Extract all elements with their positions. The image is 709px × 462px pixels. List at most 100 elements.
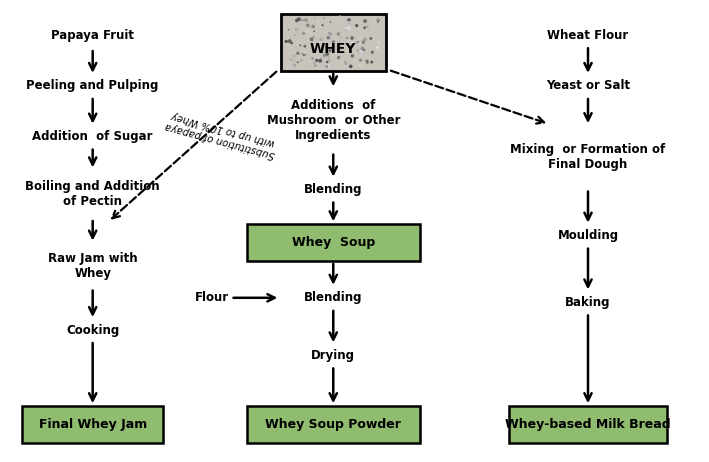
Point [347,43,358,50]
Point [318,14,330,22]
Point [324,42,335,49]
Point [359,18,371,25]
Text: Mixing  or Formation of
Final Dough: Mixing or Formation of Final Dough [510,143,666,171]
Point [301,16,312,24]
Point [323,34,334,42]
Text: Raw Jam with
Whey: Raw Jam with Whey [48,251,138,280]
Point [347,34,358,42]
Point [299,49,311,56]
Point [345,48,357,55]
Point [343,16,354,24]
Point [335,34,347,41]
Point [282,63,294,71]
FancyBboxPatch shape [281,13,386,71]
Point [323,62,334,70]
Point [306,30,317,37]
Point [328,38,339,46]
FancyBboxPatch shape [22,406,163,443]
Point [373,39,384,46]
Point [344,18,355,26]
Point [351,22,362,29]
Point [286,56,297,63]
Point [322,58,333,66]
Point [308,23,319,30]
Point [294,18,305,26]
Point [357,45,368,52]
Point [322,50,333,58]
FancyBboxPatch shape [247,225,420,261]
Point [362,23,373,30]
Point [325,18,336,26]
Point [352,39,364,47]
Point [324,30,335,37]
Point [322,34,333,41]
FancyBboxPatch shape [509,406,667,443]
Point [289,57,300,65]
Point [348,17,359,24]
Point [345,63,357,70]
Point [323,57,335,64]
Point [294,16,305,23]
Point [334,37,345,45]
Point [333,54,345,61]
Point [354,40,366,47]
Point [359,24,370,31]
Point [333,45,345,52]
Point [349,57,360,65]
Point [365,35,376,42]
Point [311,57,323,64]
Point [306,36,317,43]
Point [291,17,303,24]
Point [366,58,377,66]
Point [289,62,300,69]
Point [301,27,313,34]
Text: Baking: Baking [565,296,610,309]
Point [309,59,320,67]
Point [289,52,300,60]
Point [296,56,307,64]
Point [298,50,310,58]
Point [353,48,364,55]
Point [301,63,313,70]
Point [372,18,384,26]
Point [355,56,367,64]
Point [314,57,325,65]
Point [313,39,325,46]
Point [325,58,336,66]
Point [367,49,378,56]
Point [286,39,297,47]
Point [299,43,311,50]
Point [309,15,320,22]
Point [372,43,383,51]
Point [362,60,373,67]
Point [359,36,371,43]
Point [322,31,333,38]
Point [321,63,333,70]
Point [357,38,369,46]
Point [340,58,351,66]
Point [359,46,370,54]
Text: Papaya Fruit: Papaya Fruit [51,29,134,42]
Point [343,19,354,27]
Point [354,49,366,57]
Text: Whey Soup Powder: Whey Soup Powder [265,418,401,431]
Point [291,26,302,33]
Point [347,39,358,46]
Text: Yeast or Salt: Yeast or Salt [546,79,630,92]
Point [294,42,306,49]
Point [352,40,364,48]
Point [283,26,294,33]
Point [349,24,360,31]
Point [334,13,345,21]
Point [316,23,328,30]
Point [340,60,352,67]
Point [347,55,359,63]
Point [294,29,306,36]
Point [347,52,358,60]
Text: Whey  Soup: Whey Soup [291,236,375,249]
Text: Drying: Drying [311,349,355,362]
Text: Moulding: Moulding [557,229,618,242]
Text: Blending: Blending [304,183,362,196]
Point [317,22,328,29]
Point [362,58,373,65]
